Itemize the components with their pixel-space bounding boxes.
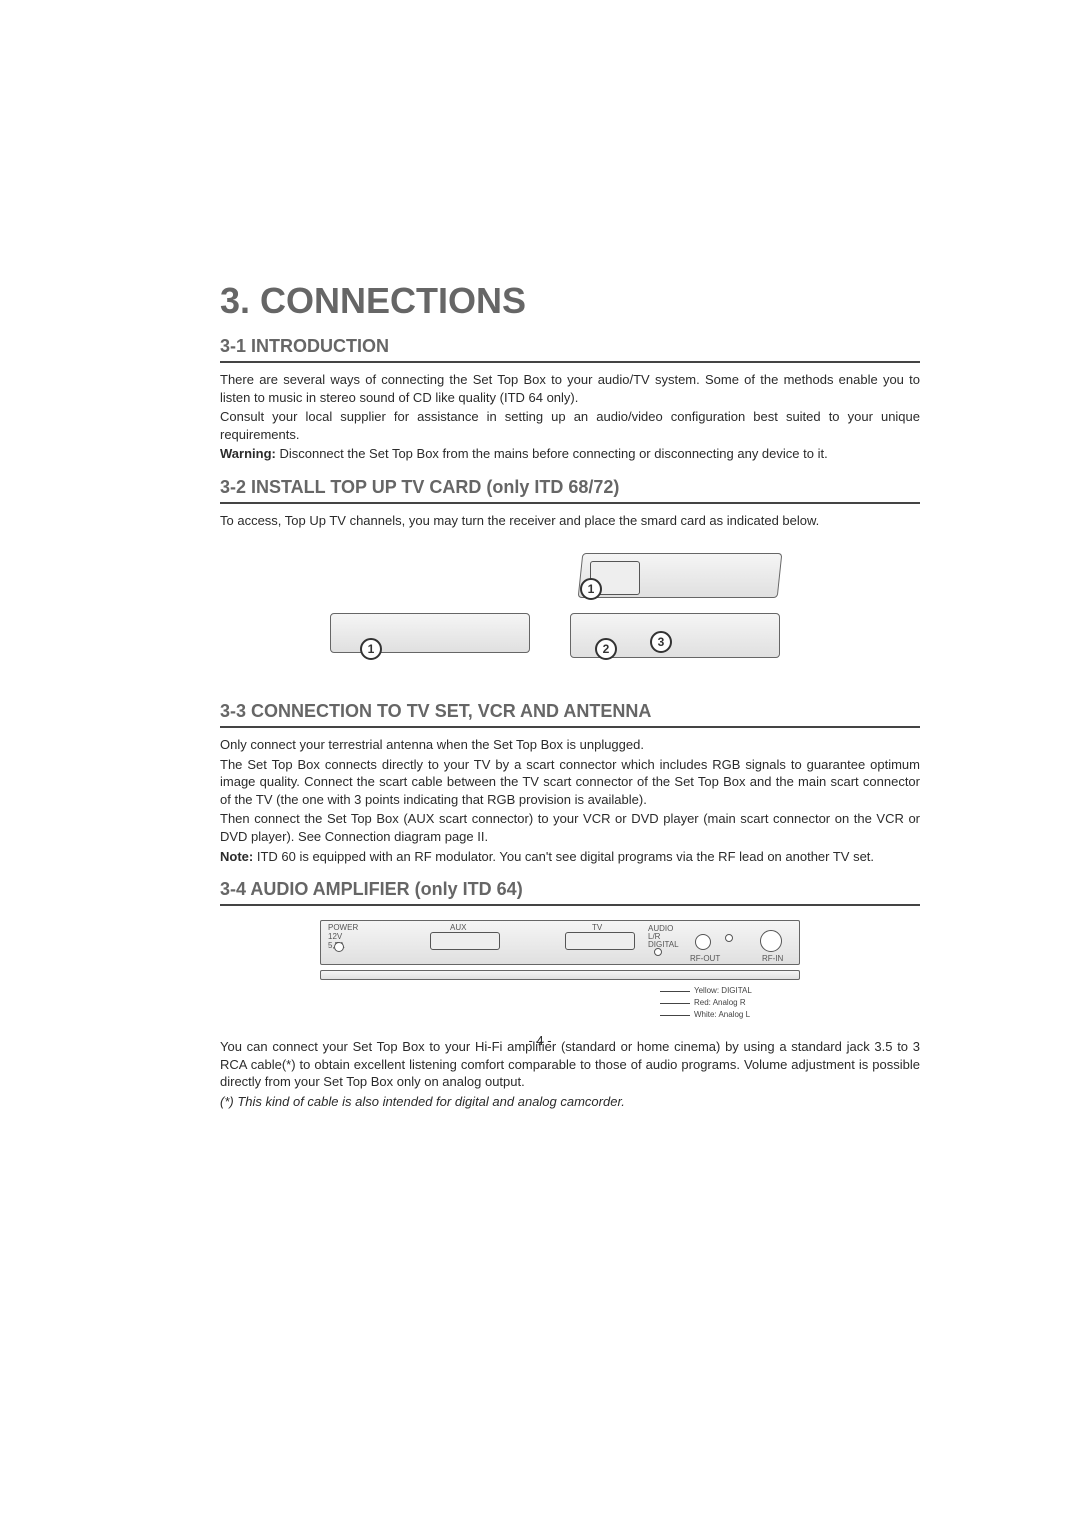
section-3-1-body: There are several ways of connecting the… [220,371,920,463]
paragraph: There are several ways of connecting the… [220,371,920,406]
section-rule [220,502,920,504]
note-text: ITD 60 is equipped with an RF modulator.… [253,849,874,864]
rfout-label: RF-OUT [690,954,720,963]
diagram-callout-1: 1 [360,638,382,660]
paragraph: Consult your local supplier for assistan… [220,408,920,443]
warning-label: Warning: [220,446,276,461]
document-page: 3. CONNECTIONS 3-1 INTRODUCTION There ar… [0,0,1080,1528]
section-rule [220,726,920,728]
paragraph: The Set Top Box connects directly to you… [220,756,920,809]
paragraph: Then connect the Set Top Box (AUX scart … [220,810,920,845]
footnote: (*) This kind of cable is also intended … [220,1093,920,1111]
aux-label: AUX [450,923,466,932]
chapter-title: 3. CONNECTIONS [220,280,920,322]
warning-text: Disconnect the Set Top Box from the main… [276,446,828,461]
install-card-diagram: 1 1 2 3 [220,543,920,683]
section-rule [220,361,920,363]
section-3-1-title: 3-1 INTRODUCTION [220,336,920,357]
rear-panel-diagram: POWER 12V 5,5A AUX TV AUDIO L/R DIGITAL … [220,920,920,1020]
legend-red: Red: Analog R [660,998,746,1007]
legend-yellow: Yellow: DIGITAL [660,986,752,995]
section-3-2-title: 3-2 INSTALL TOP UP TV CARD (only ITD 68/… [220,477,920,498]
section-3-2-body: To access, Top Up TV channels, you may t… [220,512,920,530]
section-3-3-title: 3-3 CONNECTION TO TV SET, VCR AND ANTENN… [220,701,920,722]
section-rule [220,904,920,906]
paragraph: Only connect your terrestrial antenna wh… [220,736,920,754]
rfin-label: RF-IN [762,954,783,963]
paragraph: Warning: Disconnect the Set Top Box from… [220,445,920,463]
audio-label: AUDIO L/R DIGITAL [648,925,679,949]
section-3-4-title: 3-4 AUDIO AMPLIFIER (only ITD 64) [220,879,920,900]
note-label: Note: [220,849,253,864]
paragraph: To access, Top Up TV channels, you may t… [220,512,920,530]
tv-label: TV [592,923,602,932]
paragraph: Note: ITD 60 is equipped with an RF modu… [220,848,920,866]
legend-white: White: Analog L [660,1010,750,1019]
page-number: - 4 - [0,1033,1080,1048]
section-3-3-body: Only connect your terrestrial antenna wh… [220,736,920,865]
section-3-4-body: You can connect your Set Top Box to your… [220,1038,920,1110]
